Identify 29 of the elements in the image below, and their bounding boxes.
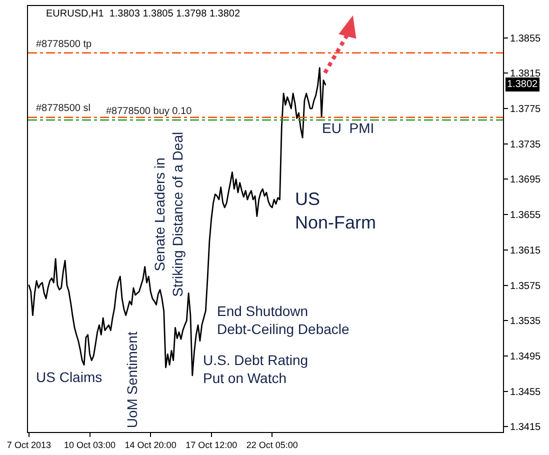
annotation: EU PMI (322, 120, 374, 136)
y-tick-label: 1.3855 (510, 33, 542, 44)
ref-line-label: #8778500 tp (36, 39, 92, 50)
y-tick-label: 1.3775 (510, 104, 542, 116)
annotation: 1.3802 (507, 79, 538, 90)
y-tick-label: 1.3535 (510, 316, 542, 328)
x-tick-label: 7 Oct 2013 (6, 440, 51, 450)
annotation: US Claims (36, 369, 102, 385)
x-tick-label: 22 Oct 05:00 (246, 440, 298, 450)
annotation: Senate Leaders in Striking Distance of a Deal (151, 132, 186, 297)
annotation: U.S. Debt Rating Put on Watch (203, 352, 308, 386)
x-tick-label: 14 Oct 20:00 (124, 440, 176, 450)
annotation: UoM Sentiment (124, 332, 140, 428)
x-tick-label: 17 Oct 12:00 (186, 440, 238, 450)
y-tick-label: 1.3815 (510, 68, 542, 80)
x-tick-label: 10 Oct 03:00 (64, 440, 116, 450)
annotation: End Shutdown Debt-Ceiling Debacle (217, 303, 350, 338)
y-tick-label: 1.3455 (510, 386, 542, 398)
ref-line-label: #8778500 sl (36, 103, 90, 114)
y-tick-label: 1.3615 (510, 245, 542, 256)
y-tick-label: 1.3575 (510, 280, 542, 292)
chart-title: EURUSD,H1 1.3803 1.3805 1.3798 1.3802 (46, 8, 240, 20)
y-tick-label: 1.3735 (510, 139, 542, 150)
annotation: US Non-Farm (295, 189, 376, 232)
ref-line-label: #8778500 buy 0.10 (106, 106, 192, 117)
y-tick-label: 1.3655 (510, 210, 542, 222)
y-tick-label: 1.3415 (510, 422, 542, 434)
y-tick-label: 1.3695 (510, 174, 542, 186)
y-tick-label: 1.3495 (510, 351, 542, 362)
